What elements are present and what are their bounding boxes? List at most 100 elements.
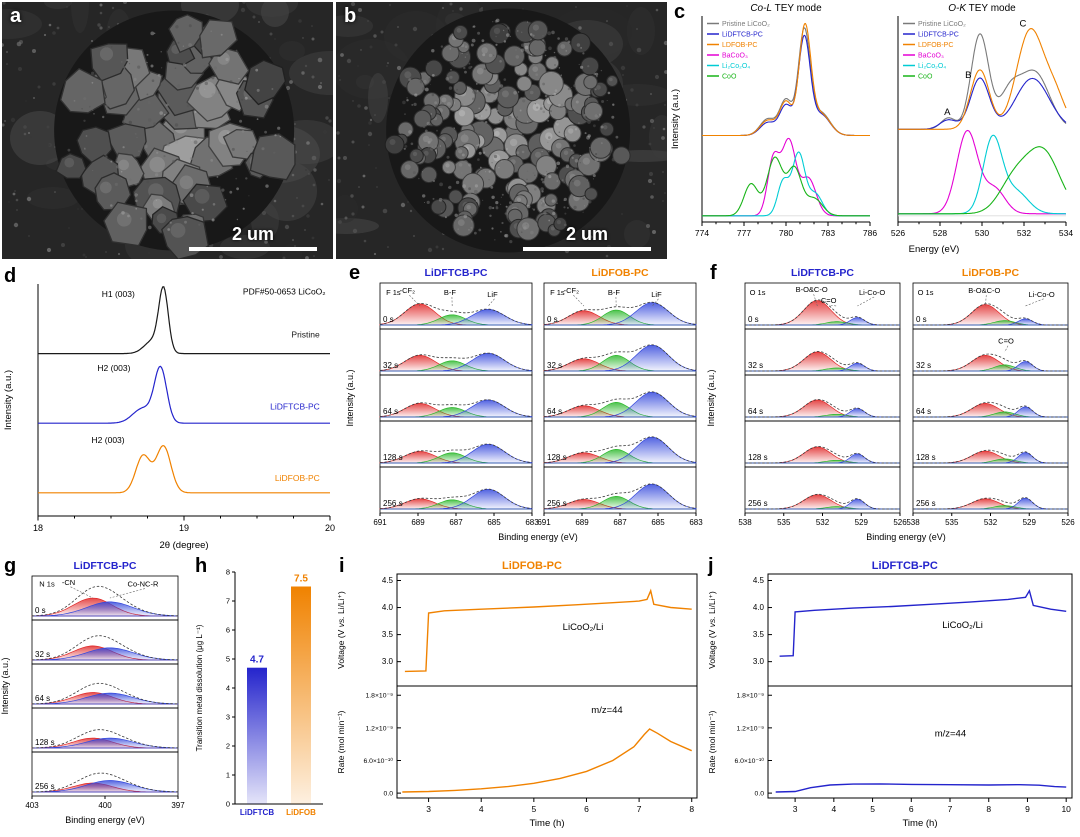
tick-label: 535	[777, 518, 791, 527]
xps-envelope	[379, 488, 533, 510]
panel-d-xrd: d Intensity (a.u.) 18 19 20 H1 (003) PDF#50-0…	[0, 264, 344, 556]
peak-annotation: Li-Co-O	[1029, 290, 1055, 299]
xrd-chart: Intensity (a.u.) 18 19 20 H1 (003) PDF#50-065…	[3, 284, 335, 551]
sem-image-a	[2, 2, 333, 259]
column-header: LiDFTCB-PC	[425, 267, 488, 279]
tick-label: 7	[948, 804, 953, 814]
tick-label: 1.2×10⁻⁹	[366, 725, 394, 732]
f1s-xps-chart: LiDFTCB-PC LiDFOB-PC Intensity (a.u.) Bindi…	[345, 267, 703, 542]
xps-envelope	[379, 302, 533, 325]
legend-label: BaCoO₃	[722, 53, 748, 60]
tick-label: 774	[695, 228, 709, 238]
tick-label: 6.0×10⁻¹⁰	[734, 757, 764, 765]
legend-label: LDFOB-PC	[722, 42, 757, 49]
plot-frame	[767, 573, 1073, 687]
panel-b-label: b	[344, 5, 357, 27]
tick-label: 685	[487, 518, 501, 527]
panel-g-n1s-xps: g LiDFTCB-PC Intensity (a.u.) Binding ener…	[0, 556, 191, 837]
tick-label: 691	[537, 518, 551, 527]
tick-label: 1.8×10⁻⁹	[737, 693, 765, 700]
tick-label: 3.5	[753, 630, 765, 639]
tick-label: 400	[98, 801, 112, 810]
xps-envelope	[543, 344, 697, 371]
curve-annotation: m/z=44	[935, 728, 966, 739]
curve-label: H2 (003)	[97, 363, 130, 373]
xps-peak	[913, 304, 1068, 326]
panel-e-f1s-xps: e LiDFTCB-PC LiDFOB-PC Intensity (a.u.) Bin…	[344, 263, 705, 556]
tick-label: 4	[831, 804, 836, 814]
tick-label: 6	[909, 804, 914, 814]
tick-label: 4.0	[753, 603, 765, 612]
panel-title: LiDFTCB-PC	[872, 560, 938, 572]
column-header: LiDFTCB-PC	[791, 267, 854, 279]
tick-label: 3.0	[753, 657, 765, 666]
peak-annotation: C=O	[998, 337, 1014, 346]
curve-label: LiDFTCB-PC	[270, 401, 320, 411]
legend-label: LiDFTCB-PC	[918, 32, 959, 39]
curve-label: PDF#50-0653 LiCoO₂	[243, 286, 326, 296]
plot-frame	[396, 685, 698, 799]
panel-a-label: a	[10, 5, 22, 27]
peak-annotation: -CF₂	[564, 286, 579, 295]
spectrum-curve	[702, 156, 870, 217]
legend-label: LiDFTCB-PC	[722, 32, 763, 39]
row-label: 64 s	[916, 407, 931, 416]
peak-annotation: B	[965, 70, 971, 81]
row-label: 64 s	[383, 407, 398, 416]
c-plot-title: O-K TEY mode	[948, 3, 1016, 14]
tick-label: 685	[651, 518, 665, 527]
panel-i-label: i	[339, 555, 345, 577]
row-label: 0 s	[748, 315, 759, 324]
xrd-curve	[38, 365, 330, 424]
panel-title: LiDFOB-PC	[502, 560, 562, 572]
tick-label: 1	[226, 771, 230, 780]
peak-annotation: O 1s	[750, 288, 766, 297]
legend-label: BaCoO₃	[918, 53, 944, 60]
row-label: 32 s	[547, 361, 562, 370]
tick-label: 5	[226, 655, 230, 664]
xps-peak	[544, 344, 697, 372]
row-label: 256 s	[35, 782, 55, 791]
legend-label: Pristine LiCoO₂	[722, 21, 770, 28]
tick-label: 4	[226, 684, 230, 693]
tick-label: 529	[1023, 518, 1037, 527]
scalebar-line	[189, 247, 317, 251]
row-label: 32 s	[916, 361, 931, 370]
tick-label: 1.8×10⁻⁹	[366, 693, 394, 700]
xlabel: Time (h)	[529, 818, 564, 829]
xps-peak	[31, 601, 179, 617]
row-label: 128 s	[547, 453, 567, 462]
tick-label: 19	[179, 523, 189, 533]
row-label: 128 s	[35, 738, 55, 747]
annotation-pointer	[985, 295, 987, 307]
column-header: LiDFOB-PC	[962, 267, 1020, 279]
sem-image-b	[336, 2, 667, 259]
curve-annotation: LiCoO₂/Li	[563, 622, 604, 633]
tick-label: 403	[25, 801, 39, 810]
tick-label: 691	[373, 518, 387, 527]
bar-LiDFOB	[291, 586, 311, 804]
peak-annotation: Li-Co-O	[859, 288, 885, 297]
h-ylabel: Transition metal dissolution (μg L⁻¹)	[195, 624, 204, 751]
curve-label: H2 (003)	[92, 435, 125, 445]
peak-annotation: LiF	[651, 290, 662, 299]
xps-envelope	[543, 483, 697, 510]
tick-label: 687	[449, 518, 463, 527]
xps-peak	[745, 351, 900, 372]
panel-j-label: j	[708, 555, 714, 577]
tick-label: 8	[986, 804, 991, 814]
dems-lidftcb-chart: LiDFTCB-PC 3.0 3.5 4.0 4.5 Voltage (V vs. Li/…	[707, 560, 1073, 829]
tick-label: 538	[738, 518, 752, 527]
row-label: 128 s	[748, 453, 768, 462]
tick-label: 18	[33, 523, 43, 533]
peak-annotation: B-F	[608, 288, 621, 297]
peak-annotation: F 1s	[386, 288, 401, 297]
row-label: 128 s	[916, 453, 936, 462]
xlabel: Binding energy (eV)	[498, 532, 578, 542]
curve-label: Pristine	[291, 329, 320, 339]
peak-annotation: -CN	[62, 578, 75, 587]
row-label: 64 s	[547, 407, 562, 416]
annotation-pointer	[652, 298, 659, 307]
xps-envelope	[543, 391, 697, 417]
